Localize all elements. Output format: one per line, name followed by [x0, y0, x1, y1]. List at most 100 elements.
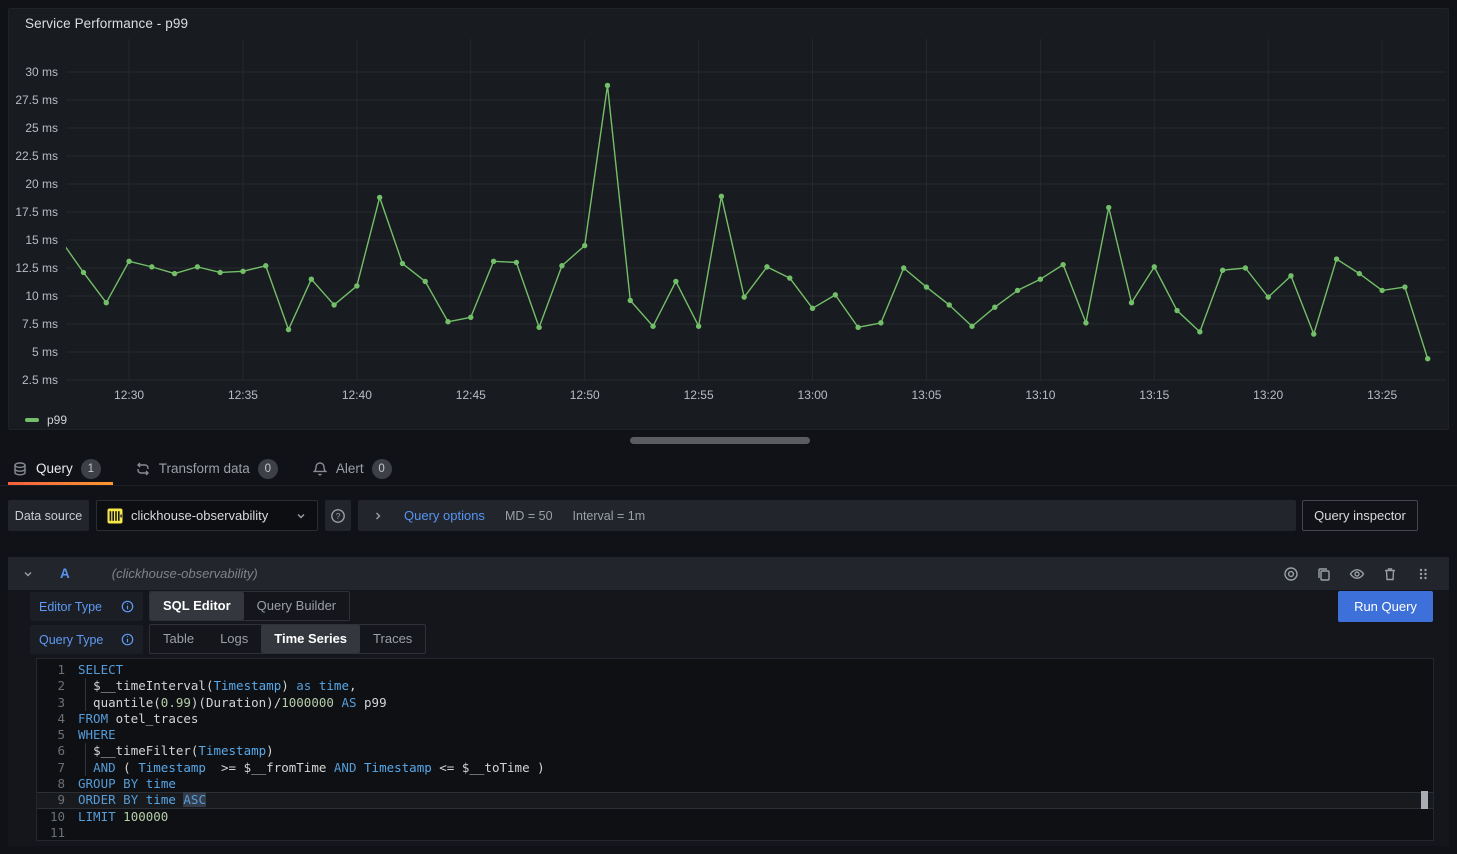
code-line[interactable]: 4FROM otel_traces [37, 711, 1433, 727]
svg-text:13:00: 13:00 [798, 388, 828, 402]
datasource-help-button[interactable]: ? [325, 500, 351, 531]
tab-alert[interactable]: Alert 0 [308, 452, 404, 485]
line-number: 9 [37, 792, 65, 808]
line-number: 10 [37, 809, 65, 825]
indent-guide [85, 743, 86, 759]
svg-text:13:15: 13:15 [1139, 388, 1169, 402]
editor-type-sql-editor[interactable]: SQL Editor [150, 592, 244, 620]
query-options-link[interactable]: Query options [404, 508, 485, 523]
svg-text:12:30: 12:30 [114, 388, 144, 402]
chevron-right-icon[interactable] [372, 510, 384, 522]
query-type-table[interactable]: Table [150, 625, 207, 653]
timeseries-chart[interactable]: 30 ms27.5 ms25 ms22.5 ms20 ms17.5 ms15 m… [9, 9, 1450, 407]
tab-query-count: 1 [81, 459, 101, 479]
query-type-toggle: Table Logs Time Series Traces [149, 624, 426, 654]
query-datasource-hint: (clickhouse-observability) [112, 566, 258, 581]
clickhouse-logo-icon [107, 508, 123, 524]
tab-transform-data[interactable]: Transform data 0 [131, 452, 290, 485]
legend-series-swatch [25, 418, 39, 422]
code-line[interactable]: 1SELECT [37, 662, 1433, 678]
query-type-traces[interactable]: Traces [360, 625, 425, 653]
record-icon [1283, 566, 1299, 582]
code-line[interactable]: 10LIMIT 100000 [37, 809, 1433, 825]
line-number: 2 [37, 678, 65, 694]
line-number: 4 [37, 711, 65, 727]
timeseries-panel: Service Performance - p99 30 ms27.5 ms25… [8, 8, 1449, 430]
collapse-chevron-icon[interactable] [22, 568, 34, 580]
sql-code-lines: 1SELECT2 $__timeInterval(Timestamp) as t… [37, 662, 1433, 841]
svg-text:5 ms: 5 ms [32, 345, 58, 359]
line-number: 7 [37, 760, 65, 776]
query-options-interval: Interval = 1m [573, 509, 646, 523]
code-line[interactable]: 8GROUP BY time [37, 776, 1433, 792]
svg-text:13:10: 13:10 [1025, 388, 1055, 402]
svg-text:2.5 ms: 2.5 ms [22, 373, 58, 387]
query-refid: A [60, 566, 70, 581]
code-line[interactable]: 2 $__timeInterval(Timestamp) as time, [37, 678, 1433, 694]
code-line[interactable]: 3 quantile(0.99)(Duration)/1000000 AS p9… [37, 695, 1433, 711]
delete-query-button[interactable] [1378, 562, 1402, 586]
copy-icon [1316, 566, 1332, 582]
svg-text:10 ms: 10 ms [25, 289, 58, 303]
code-line[interactable]: 6 $__timeFilter(Timestamp) [37, 743, 1433, 759]
tab-alert-label: Alert [336, 461, 364, 476]
svg-text:12:40: 12:40 [342, 388, 372, 402]
editor-type-label: Editor Type [39, 600, 102, 614]
line-number: 11 [37, 825, 65, 841]
legend[interactable]: p99 [25, 413, 67, 427]
tab-query[interactable]: Query 1 [8, 452, 113, 485]
query-type-chip: Query Type [30, 625, 143, 654]
svg-text:12:50: 12:50 [570, 388, 600, 402]
drag-handle[interactable] [1411, 562, 1435, 586]
indent-guide [85, 695, 86, 711]
editor-type-toggle: SQL Editor Query Builder [149, 591, 350, 621]
editor-type-chip: Editor Type [30, 592, 143, 621]
svg-text:12.5 ms: 12.5 ms [15, 261, 58, 275]
query-type-time-series[interactable]: Time Series [261, 625, 360, 653]
shuffle-arrows-icon [135, 461, 151, 477]
legend-series-label[interactable]: p99 [47, 413, 67, 427]
datasource-picker[interactable]: clickhouse-observability [96, 500, 318, 531]
info-circle-icon[interactable] [121, 600, 134, 613]
code-line[interactable]: 11 [37, 825, 1433, 841]
query-options-bar: Query options MD = 50 Interval = 1m [358, 500, 1296, 531]
tab-transform-label: Transform data [159, 461, 250, 476]
code-line[interactable]: 7 AND ( Timestamp >= $__fromTime AND Tim… [37, 760, 1433, 776]
svg-text:13:25: 13:25 [1367, 388, 1397, 402]
active-tab-underline [8, 482, 113, 485]
duplicate-query-button[interactable] [1312, 562, 1336, 586]
query-editor-card: A (clickhouse-observability) [8, 557, 1449, 846]
query-type-label: Query Type [39, 633, 103, 647]
line-number: 8 [37, 776, 65, 792]
toggle-visibility-button[interactable] [1345, 562, 1369, 586]
drag-handle-icon [1416, 566, 1430, 582]
database-icon [12, 461, 28, 477]
svg-text:15 ms: 15 ms [25, 233, 58, 247]
tab-query-label: Query [36, 461, 73, 476]
svg-text:20 ms: 20 ms [25, 177, 58, 191]
query-row-header[interactable]: A (clickhouse-observability) [8, 557, 1449, 590]
code-line[interactable]: 9ORDER BY time ASC [37, 792, 1433, 808]
query-inspector-button[interactable]: Query inspector [1302, 500, 1418, 531]
tab-alert-count: 0 [372, 459, 392, 479]
svg-text:12:45: 12:45 [456, 388, 486, 402]
line-number: 1 [37, 662, 65, 678]
run-query-button[interactable]: Run Query [1338, 591, 1433, 622]
query-type-logs[interactable]: Logs [207, 625, 261, 653]
editor-type-query-builder[interactable]: Query Builder [244, 592, 349, 620]
svg-text:12:55: 12:55 [684, 388, 714, 402]
horizontal-scrollbar[interactable] [630, 437, 810, 444]
line-number: 3 [37, 695, 65, 711]
info-circle-icon[interactable] [121, 633, 134, 646]
sql-code-editor[interactable]: 1SELECT2 $__timeInterval(Timestamp) as t… [36, 658, 1434, 841]
code-line[interactable]: 5WHERE [37, 727, 1433, 743]
bell-icon [312, 461, 328, 477]
svg-text:12:35: 12:35 [228, 388, 258, 402]
svg-text:30 ms: 30 ms [25, 65, 58, 79]
svg-text:?: ? [336, 511, 341, 521]
disable-query-button[interactable] [1279, 562, 1303, 586]
svg-text:13:05: 13:05 [911, 388, 941, 402]
question-circle-icon: ? [330, 508, 346, 524]
svg-text:17.5 ms: 17.5 ms [15, 205, 58, 219]
datasource-label: Data source [8, 500, 89, 531]
